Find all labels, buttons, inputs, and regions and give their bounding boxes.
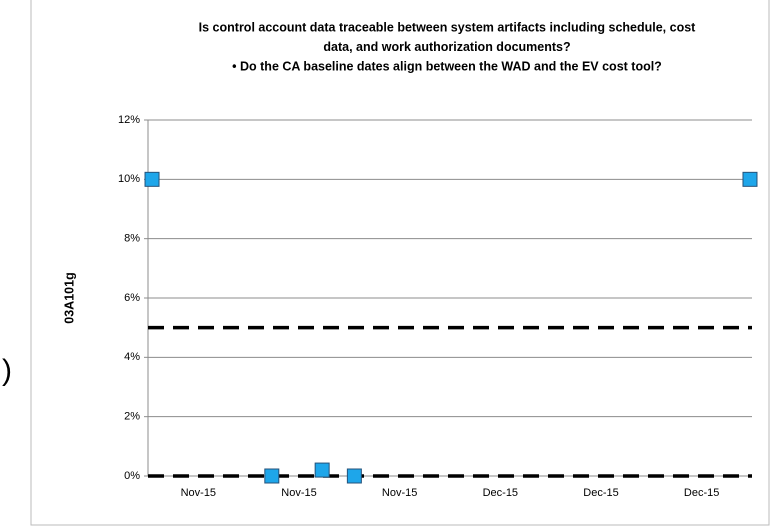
y-tick-label: 12% xyxy=(118,114,140,126)
data-point xyxy=(742,171,758,187)
x-tick-label: Nov-15 xyxy=(281,487,316,499)
y-tick-label: 0% xyxy=(124,470,140,482)
y-tick-label: 10% xyxy=(118,173,140,185)
x-tick-label: Dec-15 xyxy=(583,487,618,499)
y-tick-label: 2% xyxy=(124,411,140,423)
y-axis-label: 03A101g xyxy=(62,272,76,323)
chart-title: Is control account data traceable betwee… xyxy=(199,20,697,34)
x-tick-label: Nov-15 xyxy=(382,487,417,499)
x-tick-label: Nov-15 xyxy=(181,487,216,499)
chart-title: data, and work authorization documents? xyxy=(323,40,570,54)
data-point xyxy=(314,462,330,478)
text-fragment: ) xyxy=(2,354,12,387)
data-point xyxy=(144,171,160,187)
x-tick-label: Dec-15 xyxy=(483,487,518,499)
x-tick-label: Dec-15 xyxy=(684,487,719,499)
y-tick-label: 4% xyxy=(124,351,140,363)
y-tick-label: 8% xyxy=(124,233,140,245)
chart-title: • Do the CA baseline dates align between… xyxy=(232,59,662,73)
data-point xyxy=(264,468,280,484)
y-tick-label: 6% xyxy=(124,292,140,304)
data-point xyxy=(346,468,362,484)
chart-frame xyxy=(30,0,770,526)
